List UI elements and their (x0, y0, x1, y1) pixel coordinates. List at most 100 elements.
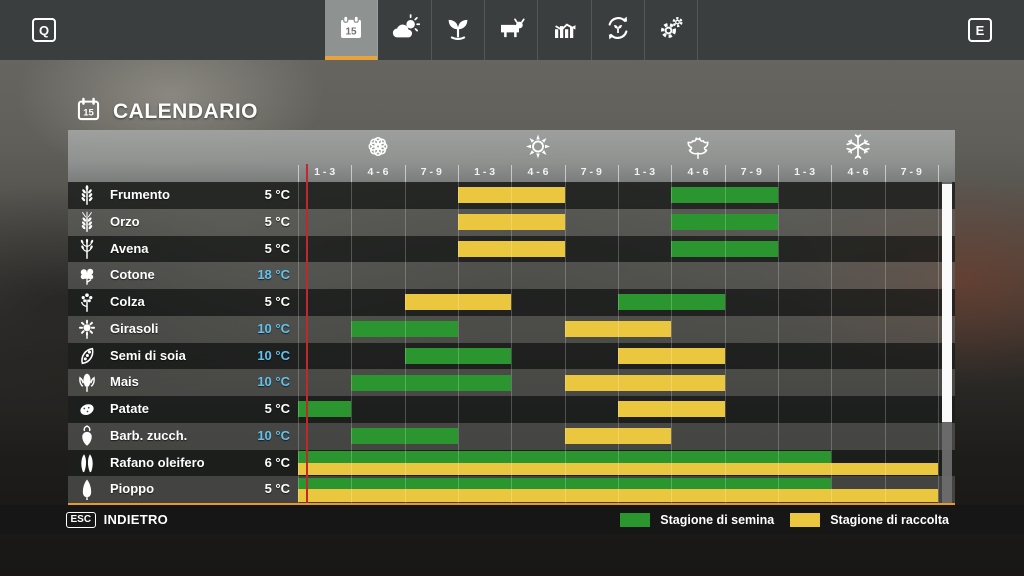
tick-separator (831, 165, 833, 182)
animals-tab[interactable] (485, 0, 539, 60)
period-label: 1 - 3 (314, 166, 336, 178)
sow-bar (351, 428, 458, 445)
crop-row-mais: Mais 10 °C (68, 369, 955, 396)
period-label: 4 - 6 (687, 166, 709, 178)
scrollbar-track[interactable] (942, 182, 952, 503)
statistics-tab[interactable] (538, 0, 592, 60)
sow-bar (298, 477, 832, 490)
crop-row-girasoli: Girasoli 10 °C (68, 315, 955, 343)
period-label: 1 - 3 (474, 166, 496, 178)
germination-temperature: 5 °C (264, 481, 290, 497)
weather-tab[interactable] (378, 0, 432, 60)
harvest-legend-swatch (790, 512, 821, 527)
radish-icon (76, 452, 98, 474)
autumn-season-leaf-icon (684, 133, 711, 165)
crop-name: Rafano oleifero (110, 454, 205, 470)
period-label: 7 - 9 (580, 166, 602, 178)
esc-key-badge: ESC (66, 511, 96, 528)
tick-separator (457, 165, 459, 182)
tick-separator (724, 165, 726, 182)
chart-icon (550, 13, 580, 48)
wheat-icon (76, 184, 98, 206)
cotton-icon (76, 264, 98, 286)
crop-row-barb-zucch-: Barb. zucch. 10 °C (68, 422, 955, 450)
sow-bar (298, 451, 832, 463)
crop-name: Avena (110, 240, 149, 256)
harvest-bar (564, 321, 672, 338)
crop-row-frumento: Frumento 5 °C (68, 182, 955, 209)
period-label: 4 - 6 (847, 166, 869, 178)
crop-row-patate: Patate 5 °C (68, 396, 955, 423)
legend: Stagione di semina Stagione di raccolta (620, 505, 955, 534)
germination-temperature: 5 °C (264, 294, 290, 309)
sow-bar (671, 187, 778, 204)
harvest-bar (298, 462, 938, 475)
tick-separator (777, 165, 779, 182)
germination-temperature: 10 °C (257, 427, 290, 443)
settings-tab[interactable] (645, 0, 699, 60)
harvest-bar (457, 240, 565, 257)
sow-bar (351, 321, 458, 338)
crop-name: Mais (110, 374, 139, 390)
tick-separator (884, 165, 886, 182)
calendar-panel: 1 - 3 4 - 6 7 - 9 1 - 3 4 - 6 7 - 9 1 - 3 4 - 6… (68, 130, 955, 506)
tick-separator (564, 165, 566, 182)
crop-name: Girasoli (110, 320, 159, 336)
rotation-tab[interactable] (592, 0, 646, 60)
top-menu-bar: Q 15 E (0, 0, 1024, 60)
harvest-bar (457, 214, 565, 231)
prev-menu-key-q[interactable]: Q (32, 18, 56, 42)
germination-temperature: 10 °C (257, 347, 290, 363)
svg-text:15: 15 (83, 107, 94, 118)
next-menu-key-e[interactable]: E (968, 18, 992, 42)
poplar-icon (76, 478, 98, 501)
harvest-bar (617, 347, 725, 364)
menu-tabs: 15 (325, 0, 699, 60)
harvest-bar (404, 294, 512, 311)
crop-name: Cotone (110, 267, 155, 283)
period-label: 1 - 3 (634, 166, 656, 178)
tick-separator (511, 165, 513, 182)
period-label: 4 - 6 (367, 166, 389, 178)
crop-row-pioppo: Pioppo 5 °C (68, 476, 955, 503)
svg-text:15: 15 (346, 26, 358, 37)
crop-rows: Frumento 5 °C Orzo 5 °C Avena 5 °C Cotone 18 °C… (68, 182, 955, 503)
crop-name: Barb. zucch. (110, 427, 188, 443)
period-label: 7 - 9 (900, 166, 922, 178)
period-label: 1 - 3 (794, 166, 816, 178)
germination-temperature: 18 °C (257, 267, 290, 283)
crop-name: Pioppo (110, 481, 155, 497)
crop-name: Colza (110, 294, 145, 309)
legend-label: Stagione di raccolta (830, 512, 949, 527)
period-label: 4 - 6 (527, 166, 549, 178)
gears-icon (656, 13, 686, 48)
crop-row-rafano-oleifero: Rafano oleifero 6 °C (68, 449, 955, 477)
canola-icon (76, 291, 98, 313)
current-date-line (306, 164, 308, 503)
tick-separator (298, 165, 299, 182)
period-label: 7 - 9 (740, 166, 762, 178)
summer-season-sun-icon (524, 133, 551, 165)
sow-bar (351, 374, 512, 391)
crop-name: Frumento (110, 187, 170, 202)
germination-temperature: 6 °C (264, 454, 290, 470)
calendar-tab[interactable]: 15 (325, 0, 379, 60)
sow-bar (671, 240, 778, 257)
barley-icon (76, 211, 98, 233)
crop-row-semi-di-soia: Semi di soia 10 °C (68, 342, 955, 370)
scrollbar-thumb[interactable] (942, 184, 952, 422)
cow-icon (496, 13, 526, 48)
corn-icon (76, 371, 98, 393)
tick-separator (351, 165, 353, 182)
period-label: 7 - 9 (420, 166, 442, 178)
crops-tab[interactable] (432, 0, 486, 60)
sow-bar (671, 214, 778, 231)
weather-icon (390, 13, 420, 48)
calendar-header: 1 - 3 4 - 6 7 - 9 1 - 3 4 - 6 7 - 9 1 - 3 4 - 6… (68, 130, 955, 182)
back-button[interactable]: ESC INDIETRO (66, 505, 168, 534)
crop-row-colza: Colza 5 °C (68, 289, 955, 316)
harvest-bar (298, 489, 938, 502)
harvest-bar (457, 187, 565, 204)
crop-name: Orzo (110, 213, 140, 229)
